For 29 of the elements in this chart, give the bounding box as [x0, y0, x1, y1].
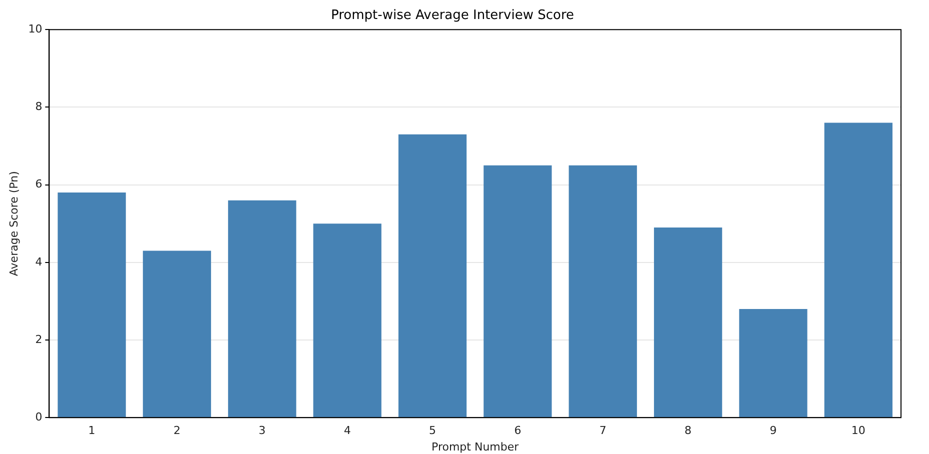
x-tick-label: 2 — [173, 424, 180, 438]
x-tick-label: 6 — [514, 424, 522, 438]
x-tick-label: 1 — [88, 424, 96, 438]
x-tick-label: 3 — [258, 424, 266, 438]
x-tick-label: 4 — [344, 424, 351, 438]
bar — [824, 122, 892, 418]
x-tick-label: 9 — [770, 424, 777, 438]
y-tick-label: 6 — [35, 178, 42, 191]
bar — [228, 200, 296, 418]
bar — [398, 134, 467, 418]
x-tick-label: 8 — [684, 424, 692, 438]
y-tick-label: 10 — [28, 22, 42, 36]
x-tick-label: 7 — [599, 424, 606, 438]
y-tick-label: 4 — [35, 255, 42, 268]
bar — [313, 224, 382, 418]
x-tick-label: 5 — [429, 424, 436, 438]
bar — [568, 165, 637, 418]
x-axis-title: Prompt Number — [432, 440, 520, 454]
y-tick-label: 0 — [35, 410, 42, 424]
y-tick-label: 2 — [35, 332, 42, 346]
y-axis-title: Average Score (Pn) — [7, 171, 20, 276]
bar — [58, 192, 126, 418]
bar — [484, 165, 552, 418]
bar — [654, 227, 722, 418]
bar — [739, 308, 808, 418]
y-tick-label: 8 — [35, 100, 42, 114]
chart-title: Prompt-wise Average Interview Score — [331, 8, 574, 24]
x-tick-label: 10 — [851, 424, 866, 438]
bar — [142, 250, 212, 418]
